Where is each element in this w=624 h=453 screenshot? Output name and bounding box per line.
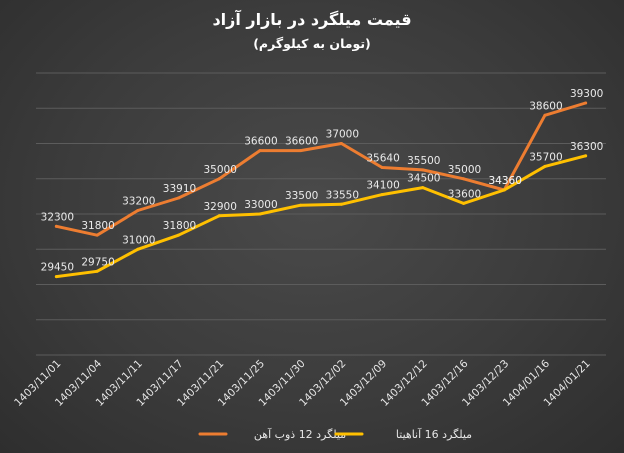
data-label: 35700 bbox=[529, 151, 562, 163]
data-point bbox=[95, 233, 99, 237]
data-point bbox=[136, 208, 140, 212]
data-label: 33500 bbox=[285, 190, 318, 202]
legend-label-series-1: میلگرد 12 ذوب آهن bbox=[254, 427, 346, 441]
data-point bbox=[258, 149, 262, 153]
data-point bbox=[217, 214, 221, 218]
data-point bbox=[543, 113, 547, 117]
data-label: 32300 bbox=[41, 211, 74, 223]
data-point bbox=[177, 196, 180, 200]
data-point bbox=[421, 186, 425, 190]
data-label: 29750 bbox=[81, 256, 114, 268]
data-label: 33000 bbox=[244, 199, 277, 211]
x-axis-tick-labels: 1403/11/011403/11/041403/11/111403/11/17… bbox=[12, 357, 593, 409]
data-label: 31800 bbox=[163, 220, 196, 232]
data-label: 34360 bbox=[489, 175, 522, 187]
data-point bbox=[136, 247, 140, 251]
data-point bbox=[217, 177, 221, 181]
data-point bbox=[339, 142, 343, 145]
data-label: 32900 bbox=[204, 201, 237, 213]
data-labels: 32300 31800 33200 33910 35000 36600 36600 37000… bbox=[41, 88, 604, 274]
data-point bbox=[299, 149, 303, 153]
data-label: 33600 bbox=[448, 188, 481, 200]
data-point bbox=[380, 193, 384, 197]
data-label: 39300 bbox=[570, 88, 603, 100]
data-point bbox=[258, 212, 262, 216]
data-point bbox=[543, 164, 547, 168]
data-label: 38600 bbox=[529, 100, 562, 112]
data-point bbox=[177, 233, 180, 237]
data-label: 36300 bbox=[570, 141, 603, 153]
data-point bbox=[54, 275, 58, 279]
data-point bbox=[421, 168, 425, 172]
legend-label-series-2: میلگرد 16 آناهیتا bbox=[396, 427, 472, 441]
data-label: 36600 bbox=[244, 136, 277, 148]
data-label: 31800 bbox=[81, 220, 114, 232]
data-point bbox=[339, 202, 343, 206]
data-label: 31000 bbox=[122, 234, 155, 246]
data-label: 35000 bbox=[204, 164, 237, 176]
chart-title: قیمت میلگرد در بازار آزاد bbox=[212, 9, 411, 29]
data-point bbox=[502, 188, 506, 192]
gridlines bbox=[36, 72, 606, 356]
data-label: 29450 bbox=[41, 262, 74, 274]
data-label: 37000 bbox=[326, 129, 359, 141]
data-point bbox=[95, 269, 99, 273]
data-label: 35640 bbox=[366, 152, 399, 164]
data-point bbox=[584, 154, 588, 158]
data-point bbox=[299, 203, 303, 207]
data-label: 34500 bbox=[407, 173, 440, 185]
data-label: 33550 bbox=[326, 189, 359, 201]
data-point bbox=[380, 165, 384, 169]
data-label: 34360 bbox=[489, 175, 522, 187]
data-label: 35500 bbox=[407, 155, 440, 167]
data-label: 33910 bbox=[163, 183, 196, 195]
data-point bbox=[462, 201, 465, 205]
legend: میلگرد 12 ذوب آهن میلگرد 16 آناهیتا bbox=[198, 427, 472, 441]
data-label: 35000 bbox=[448, 164, 481, 176]
series-line-2 bbox=[54, 154, 588, 279]
data-label: 34100 bbox=[366, 180, 399, 192]
data-point bbox=[462, 177, 465, 181]
series-line-1 bbox=[54, 101, 588, 237]
data-label: 36600 bbox=[285, 136, 318, 148]
series-lines bbox=[54, 101, 588, 279]
data-point bbox=[584, 101, 588, 105]
chart-subtitle: (تومان به کیلوگرم) bbox=[253, 36, 371, 52]
data-label: 33200 bbox=[122, 195, 155, 207]
data-point bbox=[54, 224, 58, 228]
